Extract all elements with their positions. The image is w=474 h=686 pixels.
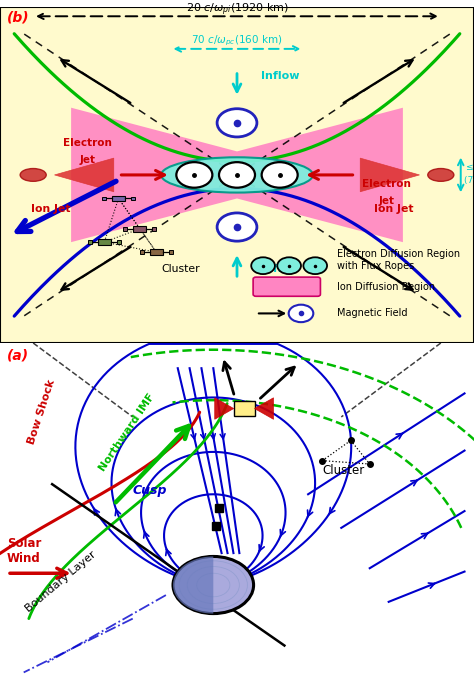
Text: Ion Jet: Ion Jet — [374, 204, 414, 214]
Text: Ion Jet: Ion Jet — [31, 204, 70, 214]
Circle shape — [277, 257, 301, 274]
Bar — [102, 197, 106, 200]
Polygon shape — [255, 398, 273, 419]
Text: 20 $c/\omega_{pi}$(1920 km): 20 $c/\omega_{pi}$(1920 km) — [185, 1, 289, 18]
Circle shape — [173, 556, 254, 613]
Text: $\leq$35 $c/\omega_{pc}$
(76 km): $\leq$35 $c/\omega_{pc}$ (76 km) — [464, 161, 474, 185]
Bar — [123, 227, 127, 230]
Circle shape — [217, 108, 257, 137]
Text: Magnetic Field: Magnetic Field — [337, 309, 407, 318]
Bar — [98, 239, 111, 245]
Polygon shape — [360, 158, 419, 192]
Text: Cluster: Cluster — [322, 464, 365, 477]
Bar — [117, 240, 121, 244]
Circle shape — [217, 213, 257, 241]
Ellipse shape — [161, 157, 313, 193]
Bar — [133, 226, 146, 232]
Ellipse shape — [428, 169, 454, 181]
Bar — [112, 196, 125, 201]
Bar — [234, 401, 255, 416]
Text: Ion Diffusion Region: Ion Diffusion Region — [337, 281, 435, 292]
Circle shape — [176, 162, 212, 188]
Text: Inflow: Inflow — [261, 71, 299, 81]
Text: with Flux Ropes: with Flux Ropes — [337, 261, 414, 271]
Bar — [140, 250, 144, 254]
Polygon shape — [215, 398, 234, 419]
Text: Cluster: Cluster — [161, 264, 200, 274]
Circle shape — [289, 305, 313, 322]
Polygon shape — [173, 556, 213, 613]
Text: Solar
Wind: Solar Wind — [7, 537, 42, 565]
Bar — [150, 250, 163, 255]
Text: Electron: Electron — [63, 139, 112, 148]
Text: 70 $c/\omega_{pc}$(160 km): 70 $c/\omega_{pc}$(160 km) — [191, 34, 283, 48]
Text: Electron: Electron — [362, 178, 411, 189]
Text: Jet: Jet — [378, 196, 394, 206]
Text: Northward IMF: Northward IMF — [97, 392, 156, 473]
Circle shape — [251, 257, 275, 274]
Ellipse shape — [20, 169, 46, 181]
Text: (b): (b) — [7, 11, 30, 25]
Text: Electron Diffusion Region: Electron Diffusion Region — [337, 249, 460, 259]
Circle shape — [303, 257, 327, 274]
Bar — [153, 227, 156, 230]
Bar — [169, 250, 173, 254]
Text: Bow Shock: Bow Shock — [26, 379, 56, 446]
Polygon shape — [71, 108, 403, 242]
Text: (a): (a) — [7, 348, 29, 363]
Text: Cusp: Cusp — [133, 484, 167, 497]
FancyBboxPatch shape — [253, 277, 320, 296]
Bar — [88, 240, 91, 244]
Circle shape — [262, 162, 298, 188]
Text: Inflow: Inflow — [261, 264, 299, 274]
Polygon shape — [55, 158, 114, 192]
Circle shape — [219, 162, 255, 188]
Text: Boundary Layer: Boundary Layer — [24, 549, 98, 614]
Bar — [131, 197, 135, 200]
Text: Jet: Jet — [80, 155, 96, 165]
